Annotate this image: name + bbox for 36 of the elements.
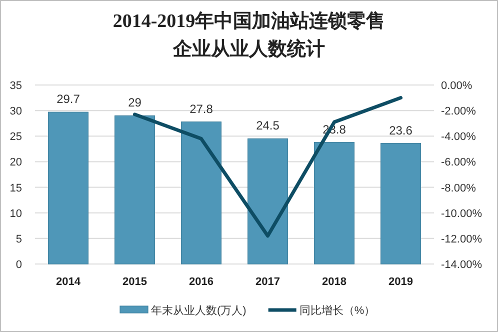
y2-tick-label: -12.00% [441, 233, 482, 246]
y-tick-label: 20 [10, 156, 22, 169]
y-tick-label: 10 [10, 208, 22, 220]
data-label: 29.7 [56, 92, 80, 106]
x-tick-label: 2018 [322, 276, 346, 288]
y2-tick-label: 0.00% [441, 80, 472, 92]
bar [380, 143, 421, 264]
y-tick-label: 30 [10, 106, 22, 118]
bar [181, 122, 222, 264]
x-tick-label: 2019 [388, 276, 413, 288]
y2-tick-label: -14.00% [441, 259, 482, 271]
bar [114, 115, 155, 264]
x-tick-label: 2016 [189, 276, 214, 288]
y-tick-label: 25 [10, 131, 22, 144]
y2-tick-label: -2.00% [441, 106, 476, 118]
y-tick-label: 15 [10, 182, 22, 194]
bar [248, 138, 288, 264]
y-tick-label: 0 [16, 259, 22, 271]
bar [314, 142, 354, 264]
y-tick-label: 35 [10, 80, 22, 92]
y2-tick-label: -4.00% [441, 131, 476, 144]
y2-tick-label: -8.00% [441, 182, 476, 194]
legend-label: 同比增长（%） [299, 304, 376, 317]
y2-tick-label: -6.00% [441, 156, 476, 169]
legend-label: 年末从业人数(万人) [151, 304, 246, 317]
chart-title: 2014-2019年中国加油站连锁零售企业从业人数统计 [112, 10, 386, 60]
data-label: 24.5 [256, 118, 280, 133]
bar [48, 112, 88, 264]
y2-tick-label: -10.00% [441, 208, 482, 220]
x-tick-label: 2015 [122, 276, 147, 288]
x-tick-label: 2017 [256, 276, 280, 288]
x-tick-label: 2014 [56, 276, 82, 288]
data-label: 23.6 [389, 123, 413, 138]
y-tick-label: 5 [16, 233, 22, 246]
data-label: 29 [128, 96, 142, 110]
data-label: 27.8 [190, 102, 214, 116]
